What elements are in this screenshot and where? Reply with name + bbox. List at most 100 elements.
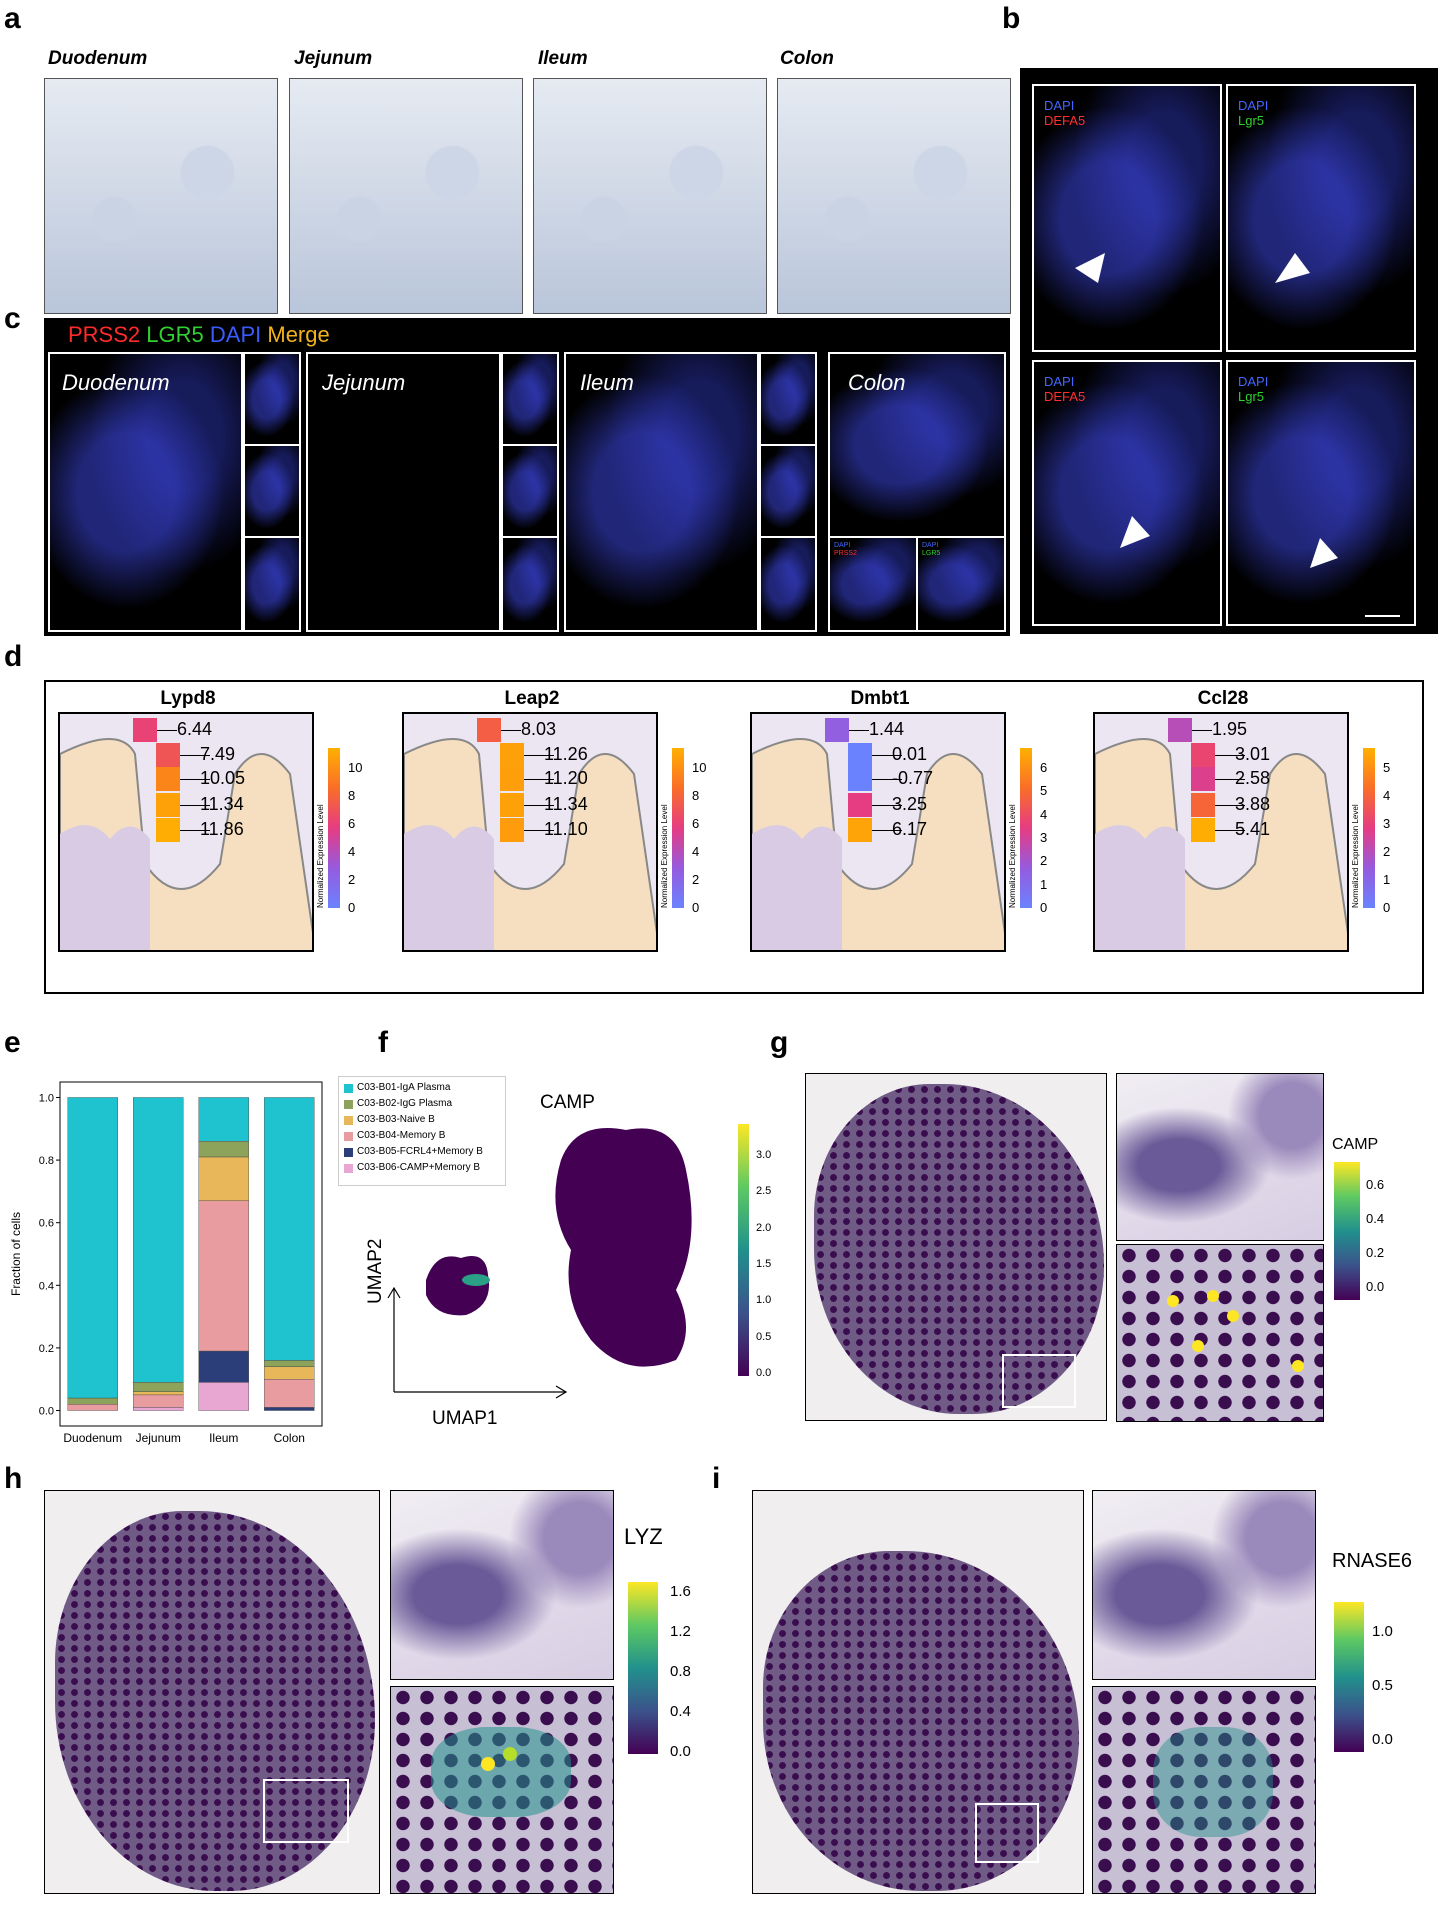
fluor-main-ileum: Ileum <box>564 352 759 632</box>
colorbar-tick: 5 <box>1383 760 1391 775</box>
bar-segment <box>198 1097 249 1142</box>
colorbar-tick: 0 <box>1383 900 1391 915</box>
fluor-main-colon: Colon <box>828 352 1006 538</box>
crypt-illustration <box>752 738 1004 950</box>
colorbar-tick: 0 <box>1040 900 1048 915</box>
expression-square <box>848 743 872 767</box>
fluor-inset-lgr5-top: DAPI Lgr5 <box>1226 84 1416 352</box>
bar-segment <box>133 1097 184 1383</box>
colorbar-tick: 0.2 <box>1366 1245 1385 1260</box>
expression-square <box>156 793 180 817</box>
spatial-colorbar-rnase6 <box>1334 1602 1364 1752</box>
y-tick-label: 0.8 <box>39 1155 54 1167</box>
colorbar-title: Normalized Expression Level <box>1351 804 1360 908</box>
umap-xlabel: UMAP1 <box>432 1408 498 1429</box>
leader-line <box>1215 779 1245 780</box>
inset-dapi-label: DAPI <box>1238 374 1269 389</box>
legend-label: C03-B03-Naive B <box>357 1114 435 1125</box>
legend-prss2: PRSS2 <box>68 322 141 347</box>
colorbar-tick: 0.0 <box>1366 1279 1385 1294</box>
colorbar-tick: 0 <box>692 900 700 915</box>
legend-box <box>338 1076 506 1186</box>
legend-label: C03-B01-IgA Plasma <box>357 1082 451 1093</box>
panel-b: DAPI DEFA5 DAPI Lgr5 DAPI DEFA5 DAPI Lgr… <box>1020 68 1438 634</box>
expression-value: 6.17 <box>892 819 928 839</box>
colorbar-title: Normalized Expression Level <box>660 804 669 908</box>
legend-lgr5: LGR5 <box>146 322 204 347</box>
legend-label: C03-B04-Memory B <box>357 1130 446 1141</box>
histology-zoom-lyz <box>390 1490 614 1680</box>
colorbar-tick: 6 <box>692 816 700 831</box>
expression-value: 3.88 <box>1235 794 1271 814</box>
leader-line <box>849 730 869 731</box>
colon-inset-dapi-label: DAPI <box>834 542 851 549</box>
expression-colorbar <box>1363 748 1375 908</box>
expression-value: 3.25 <box>892 794 928 814</box>
expression-square <box>1191 793 1215 817</box>
expression-square <box>156 743 180 767</box>
expression-square <box>1191 767 1215 791</box>
ihc-image-jejunum <box>289 78 523 314</box>
colorbar-tick: 3.0 <box>756 1149 772 1161</box>
fluor-main-duodenum: Duodenum <box>48 352 243 632</box>
zoom-box <box>1002 1354 1076 1408</box>
x-tick-label: Jejunum <box>136 1431 181 1445</box>
bar-segment <box>67 1404 118 1411</box>
arrowhead <box>1275 253 1310 283</box>
leader-line <box>501 730 521 731</box>
legend-label: C03-B02-IgG Plasma <box>357 1098 453 1109</box>
colorbar-tick: 4 <box>1383 788 1391 803</box>
spatial-zoom-rnase6 <box>1092 1686 1316 1894</box>
legend-swatch <box>344 1100 353 1109</box>
expression-square <box>1168 718 1192 742</box>
bar-segment <box>67 1097 118 1399</box>
stacked-bar-chart: 0.0 0.2 0.4 0.6 0.8 1.0 Fraction of cells Duode… <box>9 1081 323 1445</box>
ihc-image-ileum <box>533 78 767 314</box>
leader-line <box>872 830 902 831</box>
bar-segment <box>198 1382 249 1411</box>
fluor-inset <box>501 444 559 538</box>
umap-green-cells <box>462 1274 490 1286</box>
zoom-box <box>263 1779 349 1843</box>
umap-colorbar <box>738 1124 749 1376</box>
bar-segment <box>264 1407 315 1411</box>
panel-label-d: d <box>4 640 23 673</box>
crypt-diagram <box>750 712 1006 952</box>
fluor-inset-colon-lgr5: DAPI LGR5 <box>916 536 1006 632</box>
panel-label-e: e <box>4 1026 21 1059</box>
expression-value: 1.95 <box>1212 719 1248 739</box>
expression-value: 3.01 <box>1235 744 1271 764</box>
histology-zoom-rnase6 <box>1092 1490 1316 1680</box>
expression-value: 1.44 <box>869 719 905 739</box>
colorbar-tick: 2 <box>1040 853 1048 869</box>
expression-value: 11.10 <box>544 819 588 839</box>
bar-segment <box>264 1379 315 1408</box>
bar-segment <box>198 1156 249 1201</box>
gene-title: Ccl28 <box>1197 688 1249 709</box>
fluor-title-jejunum: Jejunum <box>322 370 406 395</box>
fluor-inset <box>243 352 301 446</box>
bar-segment <box>198 1350 249 1383</box>
colorbar-tick: 0.4 <box>1366 1211 1385 1226</box>
legend-swatch <box>344 1084 353 1093</box>
expression-square <box>477 718 501 742</box>
umap-title: CAMP <box>540 1092 595 1113</box>
fluor-title-colon: Colon <box>848 370 906 395</box>
leader-line <box>872 755 902 756</box>
leader-line <box>524 830 554 831</box>
spatial-gene-label: LYZ <box>624 1524 663 1549</box>
inset-dapi-label: DAPI <box>1238 98 1269 113</box>
panel-label-b: b <box>1002 2 1021 35</box>
umap-cluster-small <box>426 1256 490 1316</box>
expression-colorbar <box>328 748 340 908</box>
y-tick-label: 0.2 <box>39 1343 54 1355</box>
gene-title: Leap2 <box>504 688 560 709</box>
y-tick-label: 0.4 <box>39 1280 54 1292</box>
colon-inset-lgr5-label: LGR5 <box>922 550 941 557</box>
inset-defa5-label: DEFA5 <box>1044 113 1086 128</box>
colorbar-tick: 6 <box>1040 760 1048 775</box>
crypt-diagram <box>1093 712 1349 952</box>
gene-title: Lypd8 <box>160 688 216 709</box>
leader-line <box>180 830 210 831</box>
bar-segment <box>264 1097 315 1361</box>
